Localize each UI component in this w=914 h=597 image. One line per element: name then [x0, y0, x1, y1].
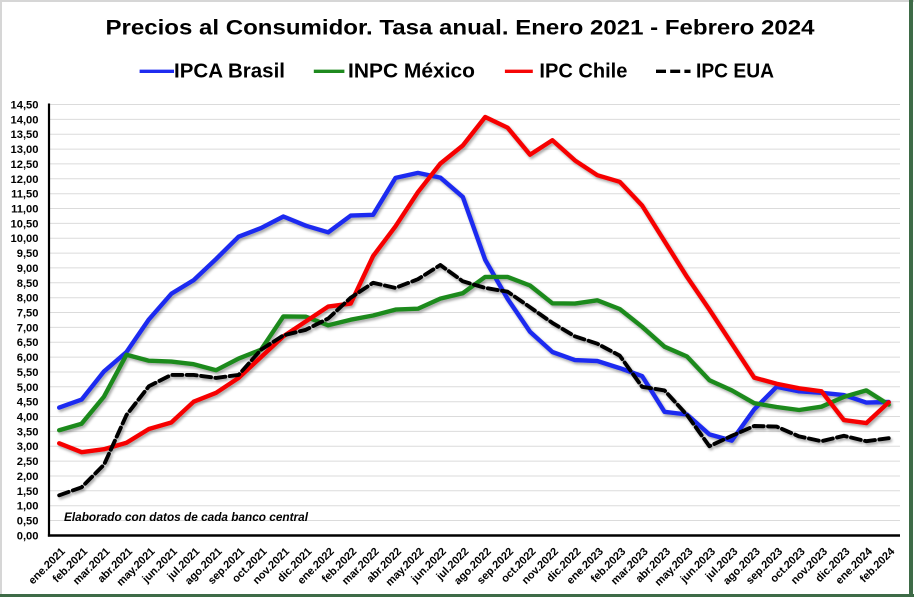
svg-text:INPC México: INPC México [348, 61, 475, 83]
svg-text:3,50: 3,50 [17, 426, 39, 438]
svg-text:6,50: 6,50 [17, 337, 39, 349]
svg-text:8,50: 8,50 [17, 278, 39, 290]
svg-text:10,00: 10,00 [11, 233, 39, 245]
svg-text:1,00: 1,00 [17, 501, 39, 513]
svg-text:Precios al Consumidor. Tasa an: Precios al Consumidor. Tasa anual. Enero… [106, 16, 815, 40]
svg-text:3,00: 3,00 [17, 441, 39, 453]
svg-text:1,50: 1,50 [17, 486, 39, 498]
svg-text:7,00: 7,00 [17, 322, 39, 334]
svg-text:5,50: 5,50 [17, 367, 39, 379]
svg-text:6,00: 6,00 [17, 352, 39, 364]
svg-text:IPC EUA: IPC EUA [696, 61, 774, 83]
svg-text:13,50: 13,50 [11, 129, 39, 141]
svg-text:4,50: 4,50 [17, 397, 39, 409]
svg-text:14,50: 14,50 [11, 100, 39, 112]
svg-text:11,50: 11,50 [11, 189, 38, 201]
svg-text:14,00: 14,00 [11, 114, 39, 126]
svg-text:Elaborado con datos de cada ba: Elaborado con datos de cada banco centra… [64, 510, 309, 524]
svg-text:9,00: 9,00 [17, 263, 39, 275]
svg-text:10,50: 10,50 [11, 218, 39, 230]
svg-text:2,00: 2,00 [17, 471, 39, 483]
svg-text:4,00: 4,00 [17, 412, 39, 424]
svg-text:2,50: 2,50 [17, 456, 39, 468]
svg-text:7,50: 7,50 [17, 308, 39, 320]
svg-text:0,50: 0,50 [17, 516, 39, 528]
svg-text:12,50: 12,50 [11, 159, 39, 171]
svg-text:13,00: 13,00 [11, 144, 39, 156]
svg-text:IPC Chile: IPC Chile [539, 61, 627, 83]
svg-text:IPCA Brasil: IPCA Brasil [174, 61, 285, 83]
svg-text:5,00: 5,00 [17, 382, 39, 394]
svg-text:12,00: 12,00 [11, 174, 39, 186]
svg-text:0,00: 0,00 [17, 530, 39, 542]
svg-text:8,00: 8,00 [17, 293, 39, 305]
svg-text:9,50: 9,50 [17, 248, 39, 260]
svg-text:11,00: 11,00 [11, 204, 38, 216]
